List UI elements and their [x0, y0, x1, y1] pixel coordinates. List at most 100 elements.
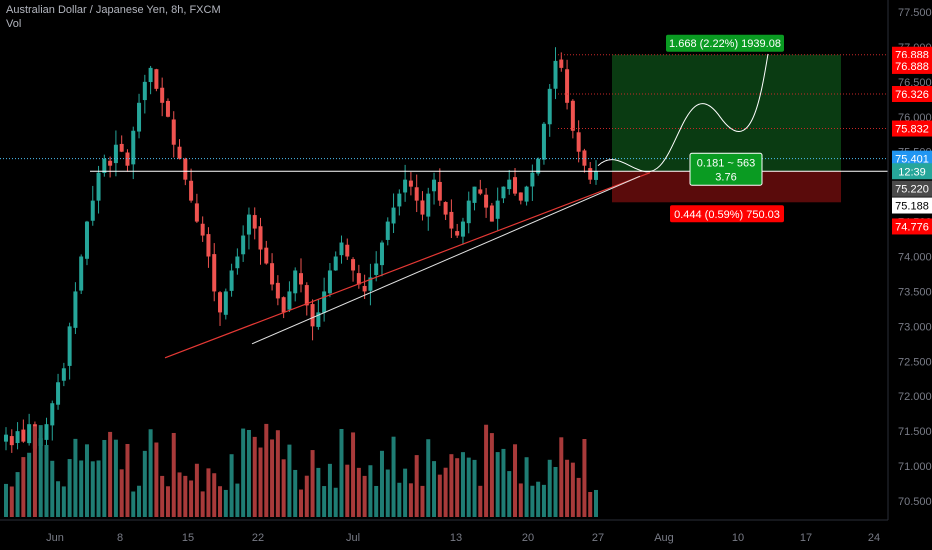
stop-label-box[interactable]	[670, 205, 784, 223]
candle-body	[582, 150, 587, 166]
candle-body	[524, 186, 529, 202]
time-tick: 13	[450, 532, 462, 544]
candle-body	[299, 273, 303, 285]
candle-body	[351, 259, 356, 271]
candle-body	[293, 270, 298, 294]
candle-body	[507, 179, 512, 190]
candle-body	[489, 205, 494, 222]
volume-bar	[478, 485, 483, 517]
candle-body	[67, 326, 72, 366]
volume-bar	[241, 428, 246, 517]
volume-bar	[160, 475, 165, 517]
candle-body	[246, 214, 251, 235]
volume-bar	[368, 465, 373, 517]
volume-bar	[281, 459, 286, 517]
time-tick: 22	[252, 532, 264, 544]
price-label-box	[892, 163, 932, 180]
candle-body	[258, 226, 263, 250]
volume-bar	[333, 487, 338, 517]
candle-body	[460, 221, 465, 237]
candle-body	[61, 368, 66, 381]
price-tick: 76.500	[898, 77, 932, 89]
volume-bar	[32, 426, 37, 517]
volume-bar	[426, 439, 431, 517]
volume-bar	[258, 447, 263, 517]
volume-bar	[455, 458, 460, 517]
volume-bar	[96, 460, 101, 517]
candle-body	[322, 291, 327, 313]
volume-bar	[194, 463, 199, 517]
target-label-box[interactable]	[666, 34, 784, 52]
volume-bar	[449, 454, 454, 517]
volume-bar	[530, 485, 535, 517]
volume-bar	[345, 464, 350, 517]
price-label: 12:39	[898, 166, 926, 178]
volume-bar	[414, 455, 419, 517]
price-label: 75.832	[895, 124, 929, 136]
volume-bar	[559, 437, 564, 517]
candle-body	[403, 179, 408, 193]
candle-body	[443, 202, 448, 215]
candle-body	[108, 160, 113, 166]
volume-bar	[403, 468, 408, 517]
candle-body	[287, 291, 292, 310]
volume-bar	[142, 450, 147, 517]
volume-label: Vol	[6, 18, 22, 30]
trendline-red[interactable]	[164, 172, 651, 359]
volume-bar	[148, 429, 153, 517]
volume-bar	[374, 485, 379, 517]
volume-bar	[397, 482, 402, 517]
candle-body	[160, 87, 165, 103]
candle-body	[96, 172, 101, 201]
volume-bar	[171, 432, 176, 517]
candle-body	[281, 297, 286, 313]
candle-body	[125, 152, 130, 166]
volume-bar	[582, 439, 587, 517]
volume-bar	[113, 439, 118, 517]
candle-body	[90, 200, 95, 221]
volume-bar	[264, 423, 269, 517]
candle-body	[426, 193, 431, 217]
volume-bar	[460, 452, 465, 517]
candle-body	[420, 200, 425, 215]
candle-body	[362, 285, 367, 292]
candle-body	[21, 429, 26, 442]
candle-body	[466, 200, 471, 224]
volume-bar	[9, 486, 14, 517]
volume-bar	[137, 485, 142, 517]
volume-bar	[61, 486, 66, 517]
volume-bar	[108, 431, 113, 517]
volume-bar	[507, 471, 512, 517]
candle-body	[408, 180, 413, 187]
target-zone[interactable]	[612, 54, 841, 172]
candle-body	[15, 431, 20, 444]
candle-body	[4, 434, 8, 442]
volume-bar	[304, 475, 309, 517]
candle-body	[484, 194, 489, 208]
volume-bar	[484, 424, 489, 517]
candle-body	[212, 254, 217, 292]
ratio-label-box[interactable]	[689, 152, 763, 186]
volume-bar	[524, 457, 529, 517]
candle-body	[576, 132, 581, 152]
time-tick: 10	[732, 532, 744, 544]
volume-bar	[299, 489, 303, 517]
candle-body	[50, 403, 55, 426]
candle-body	[513, 177, 518, 194]
volume-bar	[513, 444, 518, 517]
projection-path[interactable]	[597, 53, 769, 173]
volume-bar	[4, 483, 8, 517]
price-tick: 77.500	[898, 7, 932, 19]
volume-bar	[246, 429, 251, 517]
time-tick: 15	[182, 532, 194, 544]
candle-body	[437, 181, 442, 201]
candle-body	[559, 59, 564, 68]
price-label: 74.776	[895, 221, 929, 233]
candle-body	[177, 146, 182, 159]
ratio-label: 0.181 ~ 563	[697, 157, 755, 169]
trendline-white[interactable]	[251, 175, 641, 345]
price-tick: 72.500	[898, 356, 932, 368]
candle-body	[189, 180, 194, 201]
time-tick: 24	[868, 532, 880, 544]
